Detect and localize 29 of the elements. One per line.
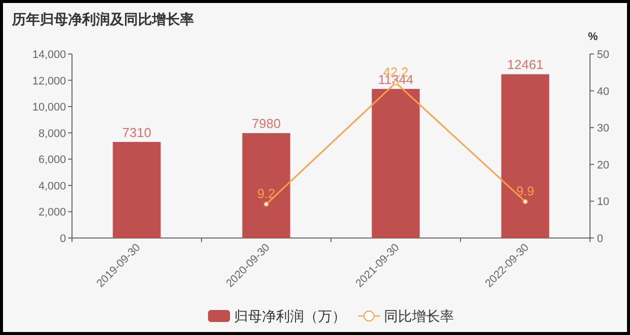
y-tick-label: 12,000 [32,75,66,88]
y2-axis-title: % [588,31,598,43]
data-label: 7310 [122,124,152,140]
data-label: 9.2 [257,186,276,202]
data-label: 12461 [507,57,544,72]
point [522,199,528,204]
legend-label: 归母净利润（万） [234,308,346,324]
y-tick-label: 0 [60,233,66,245]
y2-tick-label: 20 [597,159,610,172]
bar [501,74,550,238]
point [264,202,269,207]
bar [242,133,290,238]
y2-tick-label: 0 [597,233,604,245]
legend-label: 同比增长率 [384,308,454,324]
y2-tick-label: 30 [597,122,610,135]
data-label: 9.9 [516,184,534,199]
y-tick-label: 10,000 [32,102,66,114]
bar [112,142,161,238]
y-tick-label: 6,000 [38,154,66,166]
chart-title: 历年归母净利润及同比增长率 [11,11,194,27]
y2-tick-label: 40 [597,86,610,98]
bar [372,88,420,238]
y2-tick-label: 10 [597,196,610,208]
y-tick-label: 4,000 [38,180,66,192]
y-tick-label: 2,000 [38,206,66,219]
y-tick-label: 14,000 [32,49,66,61]
y2-tick-label: 50 [597,49,610,61]
y-tick-label: 8,000 [38,128,66,140]
data-label: 7980 [252,116,281,132]
